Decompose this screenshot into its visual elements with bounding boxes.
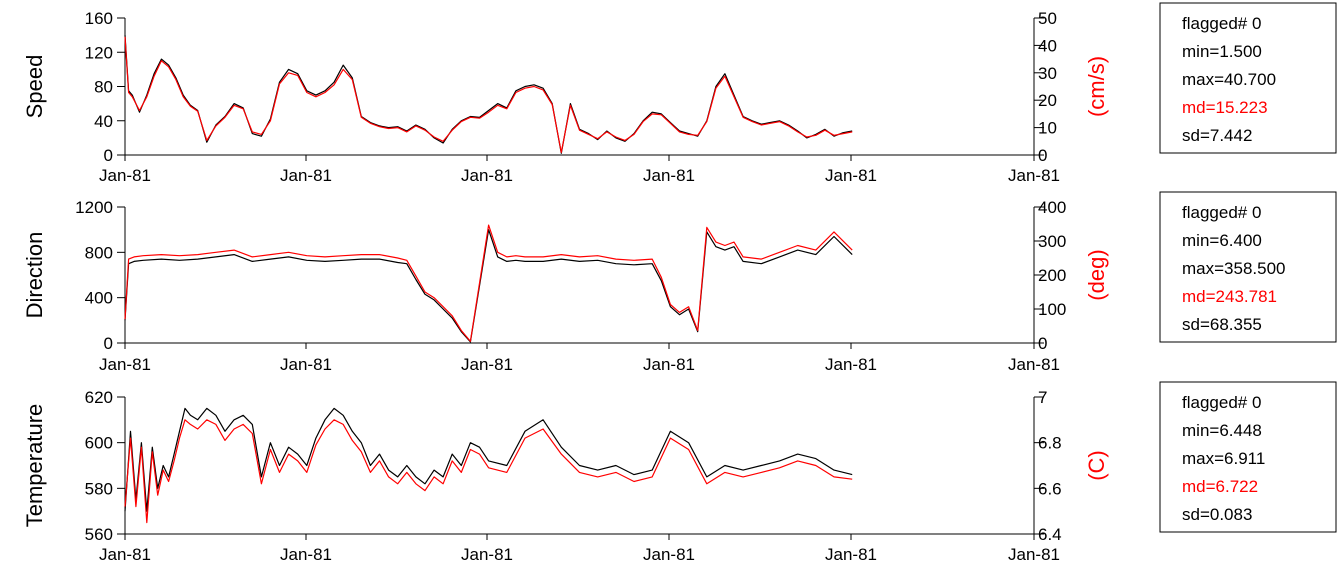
panel-2: 0 400 800 1200 0 100 200 300 400 Jan-81 Jan-81 Jan-… [22, 191, 1337, 374]
series-line-1 [124, 35, 853, 154]
y-axis-label: Temperature [22, 404, 47, 528]
stat-max: max=6.911 [1182, 449, 1265, 468]
y-tick-label: 800 [85, 243, 113, 262]
stat-md: md=243.781 [1182, 287, 1277, 306]
y-right-axis-label: (C) [1084, 450, 1109, 481]
y-right-tick-label: 300 [1038, 232, 1066, 251]
x-tick-label: Jan-81 [461, 545, 513, 564]
y-right-tick-label: 30 [1038, 64, 1057, 83]
stats-box: flagged# 0 min=1.500 max=40.700 md=15.223 sd… [1159, 2, 1337, 154]
y-tick-label: 560 [85, 525, 113, 544]
x-tick-label: Jan-81 [280, 355, 332, 374]
y-tick-label: 600 [85, 434, 113, 453]
stat-max: max=358.500 [1182, 259, 1286, 278]
y-tick-label: 400 [85, 289, 113, 308]
y-right-tick-label: 0 [1038, 334, 1047, 353]
y-tick-label: 0 [104, 146, 113, 165]
x-tick-label: Jan-81 [825, 166, 877, 185]
x-tick-label: Jan-81 [1008, 355, 1060, 374]
y-right-tick-label: 50 [1038, 9, 1057, 28]
stats-box-frame [1159, 191, 1337, 343]
stat-sd: sd=7.442 [1182, 126, 1252, 145]
series-line-2 [124, 36, 853, 153]
x-tick-label: Jan-81 [99, 166, 151, 185]
panel-1: 0 40 80 120 160 0 10 20 30 40 50 Jan-81 Jan-81 Jan-81… [22, 2, 1337, 185]
y-right-tick-label: 6.8 [1038, 434, 1062, 453]
x-tick-label: Jan-81 [99, 355, 151, 374]
series-line-2 [124, 419, 853, 524]
y-right-tick-label: 40 [1038, 36, 1057, 55]
x-tick-label: Jan-81 [461, 166, 513, 185]
stats-box: flagged# 0 min=6.400 max=358.500 md=243.781… [1159, 191, 1337, 343]
x-tick-label: Jan-81 [1008, 545, 1060, 564]
y-right-tick-label: 0 [1038, 146, 1047, 165]
y-tick-label: 40 [94, 112, 113, 131]
stat-min: min=1.500 [1182, 42, 1262, 61]
stat-flagged: flagged# 0 [1182, 203, 1261, 222]
x-tick-label: Jan-81 [280, 545, 332, 564]
stat-flagged: flagged# 0 [1182, 14, 1261, 33]
x-tick-label: Jan-81 [1008, 166, 1060, 185]
y-axis-label: Direction [22, 232, 47, 319]
y-right-tick-label: 400 [1038, 198, 1066, 217]
x-tick-label: Jan-81 [643, 355, 695, 374]
y-right-tick-label: 6.6 [1038, 479, 1062, 498]
y-tick-label: 1200 [75, 198, 113, 217]
y-right-axis-label: (deg) [1084, 249, 1109, 300]
y-right-tick-label: 6.4 [1038, 525, 1062, 544]
y-right-tick-label: 100 [1038, 300, 1066, 319]
x-tick-label: Jan-81 [461, 355, 513, 374]
stat-md: md=15.223 [1182, 98, 1268, 117]
x-tick-label: Jan-81 [280, 166, 332, 185]
y-tick-label: 620 [85, 388, 113, 407]
stat-max: max=40.700 [1182, 70, 1276, 89]
y-tick-label: 80 [94, 78, 113, 97]
y-tick-label: 160 [85, 9, 113, 28]
series-line-1 [124, 407, 853, 512]
y-tick-label: 0 [104, 334, 113, 353]
stats-box-frame [1159, 381, 1337, 533]
x-tick-label: Jan-81 [825, 545, 877, 564]
y-right-tick-label: 200 [1038, 266, 1066, 285]
x-tick-label: Jan-81 [825, 355, 877, 374]
series-line-2 [124, 224, 853, 342]
stat-min: min=6.448 [1182, 421, 1262, 440]
y-tick-label: 120 [85, 43, 113, 62]
y-axis-label: Speed [22, 55, 47, 119]
stat-flagged: flagged# 0 [1182, 393, 1261, 412]
y-right-axis-label: (cm/s) [1084, 56, 1109, 117]
stat-sd: sd=0.083 [1182, 505, 1252, 524]
y-right-tick-label: 7 [1038, 388, 1047, 407]
y-right-tick-label: 20 [1038, 91, 1057, 110]
panel-3: 560 580 600 620 6.4 6.6 6.8 7 Jan-81 Jan-81 Jan-81… [22, 381, 1337, 564]
y-right-tick-label: 10 [1038, 119, 1057, 138]
x-tick-label: Jan-81 [643, 545, 695, 564]
series-line-1 [124, 229, 853, 343]
stats-box: flagged# 0 min=6.448 max=6.911 md=6.722 sd=0… [1159, 381, 1337, 533]
stats-box-frame [1159, 2, 1337, 154]
stat-md: md=6.722 [1182, 477, 1258, 496]
x-tick-label: Jan-81 [643, 166, 695, 185]
y-tick-label: 580 [85, 479, 113, 498]
x-tick-label: Jan-81 [99, 545, 151, 564]
stat-sd: sd=68.355 [1182, 315, 1262, 334]
stat-min: min=6.400 [1182, 231, 1262, 250]
